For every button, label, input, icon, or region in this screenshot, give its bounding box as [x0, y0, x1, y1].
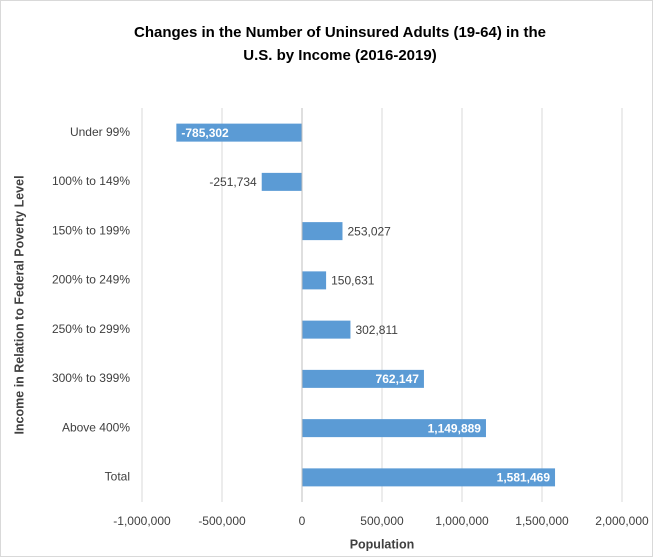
data-label: 253,027: [347, 224, 391, 238]
x-tick-label: -1,000,000: [113, 514, 171, 528]
x-tick-label: 1,000,000: [435, 514, 489, 528]
bar: [261, 172, 302, 191]
chart-title: Changes in the Number of Uninsured Adult…: [134, 24, 546, 41]
data-label: 302,811: [355, 323, 398, 337]
y-tick-label: 100% to 149%: [52, 174, 130, 188]
y-axis-title: Income in Relation to Federal Poverty Le…: [12, 175, 26, 434]
x-tick-label: 0: [299, 514, 306, 528]
bar: [302, 468, 556, 487]
x-tick-label: -500,000: [198, 514, 246, 528]
y-tick-label: Above 400%: [62, 420, 130, 434]
bar: [302, 320, 351, 339]
bar: [302, 369, 424, 388]
bar: [176, 123, 302, 142]
bar: [302, 222, 343, 241]
data-label: -251,734: [209, 175, 257, 189]
y-tick-label: 200% to 249%: [52, 273, 130, 287]
data-label: -785,302: [181, 126, 229, 140]
y-tick-label: Under 99%: [70, 125, 130, 139]
chart-title: U.S. by Income (2016-2019): [243, 47, 436, 64]
x-tick-label: 1,500,000: [515, 514, 569, 528]
bar: [302, 419, 486, 438]
x-tick-label: 2,000,000: [595, 514, 649, 528]
data-label: 1,581,469: [497, 471, 551, 485]
x-axis-title: Population: [350, 537, 415, 551]
data-label: 150,631: [331, 274, 375, 288]
y-tick-label: 250% to 299%: [52, 322, 130, 336]
y-tick-label: 300% to 399%: [52, 371, 130, 385]
data-label: 1,149,889: [428, 421, 482, 435]
x-tick-label: 500,000: [360, 514, 404, 528]
data-label: 762,147: [376, 372, 420, 386]
y-tick-label: Total: [105, 470, 130, 484]
bar: [302, 271, 327, 290]
y-tick-label: 150% to 199%: [52, 223, 130, 237]
